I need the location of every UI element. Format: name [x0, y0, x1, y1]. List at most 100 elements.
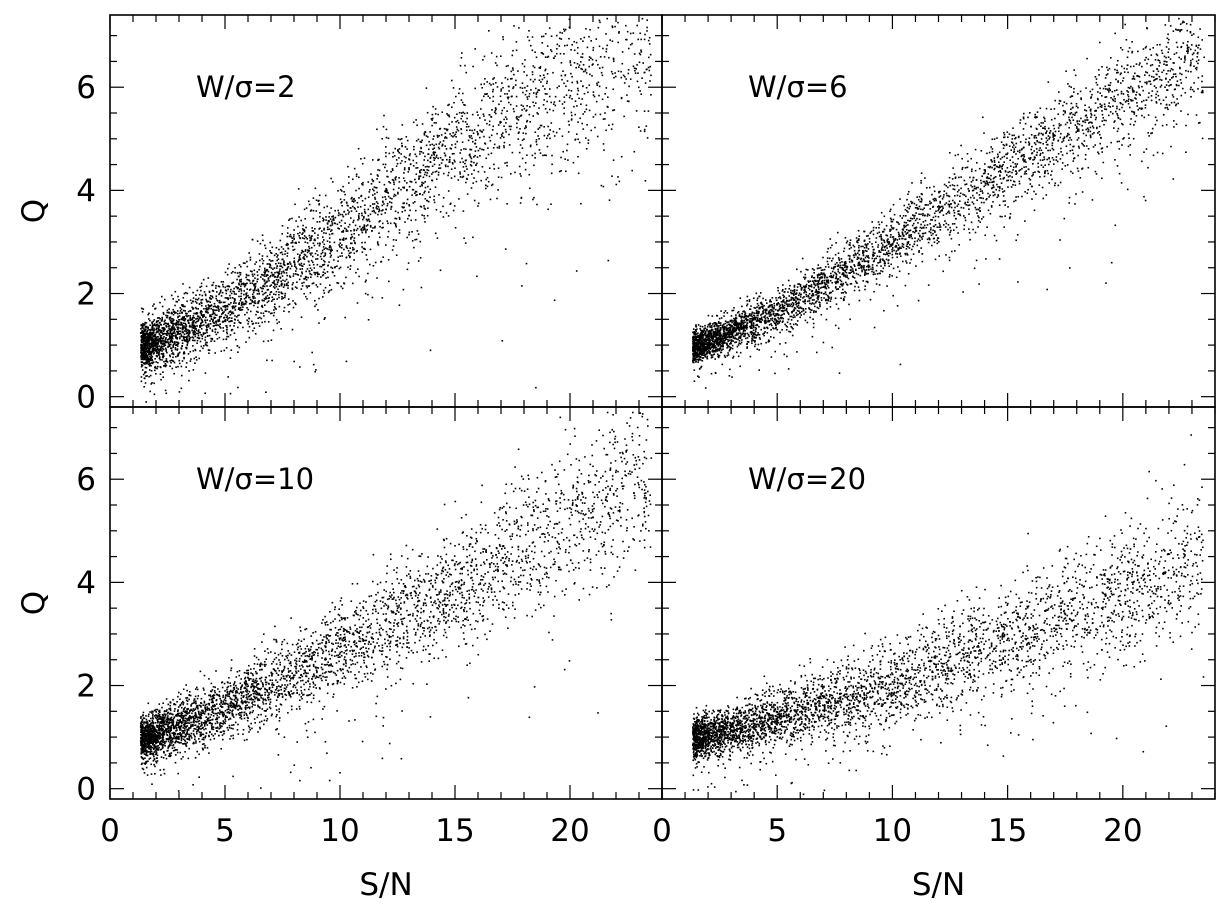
- data-point: [547, 134, 549, 137]
- data-point: [154, 358, 156, 360]
- data-point: [200, 289, 202, 292]
- data-point: [193, 333, 196, 335]
- data-point: [471, 129, 473, 132]
- data-point: [244, 300, 247, 302]
- data-point: [343, 248, 345, 251]
- data-point: [419, 185, 422, 188]
- data-point: [354, 224, 357, 227]
- data-point: [352, 178, 354, 181]
- data-point: [587, 142, 590, 144]
- data-point: [236, 316, 238, 318]
- data-point: [930, 219, 932, 221]
- data-point: [342, 237, 345, 239]
- data-point: [580, 202, 582, 205]
- data-point: [204, 392, 206, 395]
- data-point: [377, 202, 379, 205]
- data-point: [164, 360, 167, 362]
- data-point: [280, 291, 283, 294]
- data-point: [331, 222, 334, 224]
- data-point: [569, 60, 572, 62]
- data-point: [890, 224, 892, 227]
- data-point: [434, 113, 437, 115]
- data-point: [451, 144, 453, 146]
- data-point: [352, 219, 355, 222]
- data-point: [286, 274, 288, 277]
- data-point: [560, 170, 562, 172]
- data-point: [452, 163, 454, 165]
- data-point: [435, 156, 438, 158]
- data-point: [412, 159, 415, 162]
- data-point: [263, 297, 266, 300]
- data-point: [345, 213, 347, 216]
- data-point: [650, 74, 652, 77]
- data-point: [445, 137, 448, 139]
- data-point: [175, 324, 177, 327]
- data-point: [620, 76, 623, 79]
- data-point: [496, 132, 498, 135]
- data-point: [226, 326, 228, 329]
- data-point: [358, 217, 360, 220]
- data-point: [253, 304, 255, 307]
- data-point: [283, 284, 286, 287]
- data-point: [369, 248, 372, 251]
- data-point: [411, 240, 414, 242]
- data-point: [177, 315, 179, 318]
- data-point: [470, 187, 473, 189]
- data-point: [332, 271, 334, 274]
- data-point: [1022, 128, 1025, 130]
- data-point: [160, 340, 163, 342]
- data-point: [343, 282, 345, 284]
- data-point: [163, 320, 166, 323]
- data-point: [253, 269, 256, 272]
- data-point: [576, 133, 578, 135]
- data-point: [268, 266, 271, 268]
- data-point: [438, 143, 441, 145]
- data-point: [1038, 141, 1040, 144]
- data-point: [431, 154, 433, 157]
- data-point: [271, 359, 273, 362]
- data-point: [263, 271, 266, 273]
- data-point: [171, 341, 173, 343]
- data-point: [361, 226, 364, 229]
- data-point: [156, 354, 158, 357]
- data-point: [398, 148, 401, 150]
- data-point: [248, 325, 251, 328]
- data-point: [174, 328, 177, 331]
- data-point: [245, 341, 247, 343]
- data-point: [811, 299, 814, 301]
- data-point: [145, 331, 148, 334]
- data-point: [142, 362, 145, 365]
- data-point: [746, 300, 748, 302]
- data-point: [580, 80, 582, 82]
- data-point: [316, 286, 319, 288]
- data-point: [245, 295, 248, 297]
- data-point: [251, 238, 254, 241]
- data-point: [759, 338, 761, 340]
- data-point: [502, 36, 504, 38]
- data-point: [425, 144, 428, 147]
- data-point: [650, 94, 652, 96]
- data-point: [381, 297, 384, 299]
- data-point: [484, 143, 487, 145]
- data-point: [192, 321, 195, 323]
- data-point: [215, 322, 218, 324]
- data-point: [227, 312, 230, 315]
- data-point: [323, 232, 325, 234]
- data-point: [440, 162, 443, 164]
- data-point: [577, 46, 579, 49]
- data-point: [500, 133, 503, 136]
- data-point: [194, 362, 196, 364]
- data-point: [156, 342, 158, 344]
- data-point: [165, 359, 168, 362]
- data-point: [1084, 104, 1086, 107]
- data-point: [289, 261, 291, 263]
- data-point: [295, 220, 297, 222]
- data-point: [545, 154, 547, 157]
- data-point: [476, 156, 479, 158]
- data-point: [510, 173, 512, 175]
- data-point: [484, 93, 486, 95]
- data-point: [155, 336, 158, 339]
- data-point: [141, 355, 144, 358]
- data-point: [556, 52, 558, 55]
- data-point: [198, 337, 200, 339]
